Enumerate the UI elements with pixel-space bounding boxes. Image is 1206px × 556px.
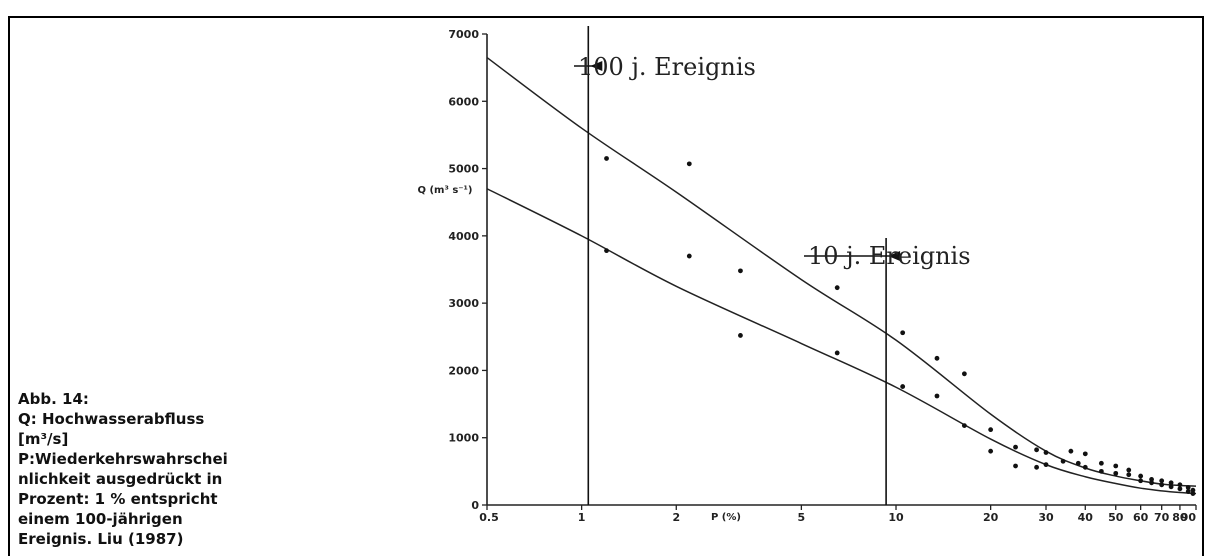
data-point: [686, 253, 692, 259]
data-point: [1034, 447, 1039, 453]
data-point: [1159, 478, 1165, 484]
data-point: [1075, 460, 1081, 466]
fit-curves: [486, 56, 1197, 495]
data-point: [1082, 451, 1088, 457]
data-point: [604, 156, 609, 161]
data-point: [1168, 480, 1174, 486]
data-points: [604, 156, 1196, 496]
data-point: [1185, 485, 1191, 490]
x-axis-label: P (%): [711, 512, 741, 523]
data-point: [738, 333, 743, 338]
y-tick-label: 6000: [448, 95, 479, 108]
data-point: [738, 268, 743, 274]
x-tick-label: 20: [983, 511, 999, 524]
arrow-head: [590, 61, 603, 71]
caption-line-7: einem 100-jährigen: [18, 510, 183, 528]
event-label-2: 10 j. Ereignis: [808, 242, 971, 270]
data-point: [1013, 444, 1018, 450]
caption-line-4: P:Wiederkehrswahrschei: [18, 450, 228, 468]
x-tick-label: 70: [1154, 511, 1170, 524]
x-tick-label: 1: [578, 511, 586, 524]
data-point: [1060, 458, 1066, 464]
data-point: [900, 384, 906, 389]
event-label-1: 100 j. Ereignis: [578, 53, 756, 81]
y-tick-label: 2000: [448, 364, 479, 377]
data-point: [834, 285, 840, 291]
data-point: [934, 355, 940, 361]
data-point: [988, 448, 994, 454]
data-point: [1159, 482, 1165, 488]
data-point: [1113, 470, 1119, 476]
caption-line-5: nlichkeit ausgedrückt in: [18, 470, 223, 488]
y-tick-label: 7000: [448, 28, 479, 41]
caption-line-3: [m³/s]: [18, 430, 69, 448]
data-point: [1149, 477, 1154, 482]
data-point: [934, 393, 940, 399]
data-point: [1190, 487, 1196, 493]
caption-line-1: Abb. 14:: [18, 390, 89, 408]
data-point: [1149, 480, 1154, 486]
data-point: [1138, 473, 1144, 479]
data-point: [1098, 460, 1104, 466]
axes: 0 1000 2000 3000 4000 5000 6000 7000 0.5 1 2 5 10 20 3…: [417, 28, 1197, 524]
figure-frame: [8, 16, 1204, 556]
y-tick-label: 1000: [448, 432, 479, 445]
data-point: [604, 248, 609, 254]
data-point: [1013, 463, 1018, 469]
y-axis-label: Q (m³ s⁻¹): [417, 185, 472, 196]
y-tick-label: 5000: [448, 163, 479, 176]
data-point: [1113, 463, 1119, 469]
data-point: [1126, 472, 1132, 478]
caption-line-8: Ereignis. Liu (1987): [18, 530, 184, 548]
event-markers: 100 j. Ereignis 10 j. Ereignis: [574, 26, 971, 505]
y-tick-label: 4000: [448, 230, 479, 243]
x-tick-label: 30: [1038, 511, 1054, 524]
data-point: [1190, 491, 1196, 496]
x-tick-label: 10: [888, 511, 904, 524]
data-point: [1098, 468, 1104, 474]
x-tick-label: 50: [1108, 511, 1124, 524]
x-tick-label: 2: [672, 511, 680, 524]
data-point: [1043, 462, 1049, 468]
data-point: [1177, 482, 1183, 488]
data-point: [988, 427, 994, 433]
caption-line-6: Prozent: 1 % entspricht: [18, 490, 218, 508]
data-point: [686, 161, 692, 167]
x-tick-label: 80: [1172, 511, 1188, 524]
data-point: [1126, 467, 1132, 473]
x-tick-label: 90: [1181, 511, 1197, 524]
data-point: [1138, 478, 1144, 484]
fit-curve-2: [486, 188, 1197, 495]
fit-curve-1: [486, 56, 1197, 487]
data-point: [1082, 464, 1088, 470]
y-tick-label: 3000: [448, 297, 479, 310]
x-tick-label: 40: [1078, 511, 1094, 524]
x-tick-label: 60: [1133, 511, 1149, 524]
figure-caption: Abb. 14: Q: Hochwasserabfluss [m³/s] P:W…: [18, 389, 318, 549]
data-point: [961, 423, 967, 429]
x-tick-label: 0.5: [479, 511, 499, 524]
data-point: [1034, 464, 1039, 470]
arrow-head: [888, 251, 901, 261]
data-point: [1068, 448, 1074, 454]
data-point: [834, 350, 840, 356]
caption-line-2: Q: Hochwasserabfluss: [18, 410, 205, 428]
data-point: [1177, 486, 1183, 492]
data-point: [1185, 489, 1191, 494]
x-tick-label: 5: [798, 511, 806, 524]
data-point: [1043, 450, 1049, 455]
y-tick-label: 0: [471, 499, 479, 512]
data-point: [1168, 484, 1174, 490]
data-point: [900, 330, 906, 336]
data-point: [961, 371, 967, 377]
